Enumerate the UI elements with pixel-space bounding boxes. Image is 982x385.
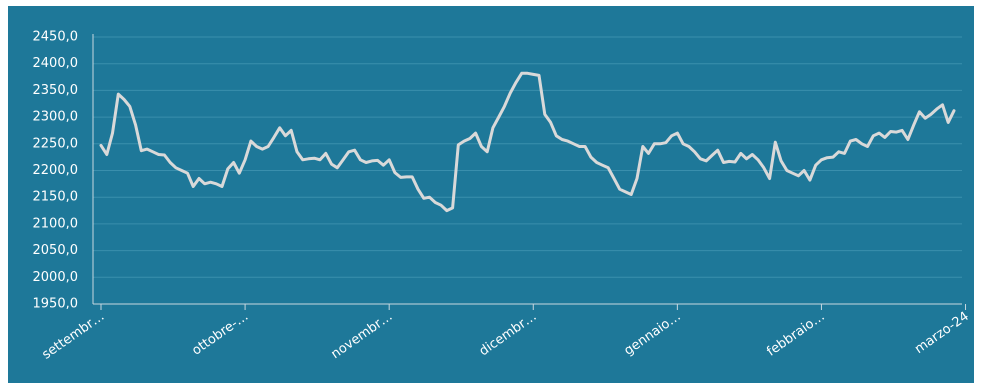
axes: [92, 34, 967, 310]
series-line: [99, 71, 956, 213]
series-layer: [99, 71, 956, 213]
y-tick-label: 2350,0: [33, 83, 79, 98]
y-tick-label: 2400,0: [33, 56, 79, 71]
y-tick-label: 2300,0: [33, 110, 79, 125]
y-tick-label: 2150,0: [33, 190, 79, 205]
grid-lines: [93, 36, 962, 278]
y-tick-label: 1950,0: [33, 297, 79, 312]
chart-background: [8, 6, 974, 383]
y-tick-label: 2050,0: [33, 243, 79, 258]
y-tick-label: 2200,0: [33, 163, 79, 178]
y-axis-tick-labels: 1950,0 2000,0 2050,0 2100,0 2150,0 2200,0 2250…: [33, 30, 79, 312]
y-tick-label: 2250,0: [33, 136, 79, 151]
y-tick-label: 2000,0: [33, 270, 79, 285]
y-tick-label: 2100,0: [33, 216, 79, 231]
y-tick-label: 2450,0: [33, 30, 79, 45]
